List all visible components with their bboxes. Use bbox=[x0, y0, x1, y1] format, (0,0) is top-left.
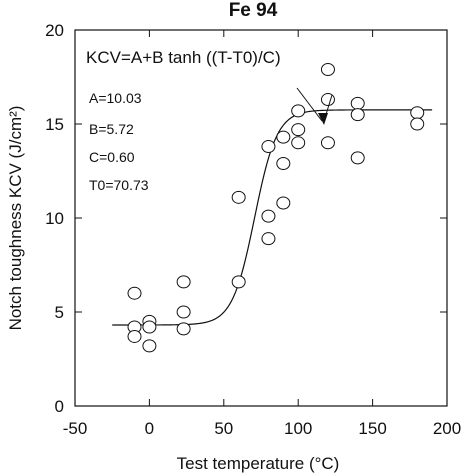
y-tick-label-2: 10 bbox=[45, 209, 64, 228]
x-tick-label-0: -50 bbox=[63, 419, 88, 438]
data-point-27 bbox=[410, 117, 425, 131]
x-tick-label-5: 200 bbox=[433, 419, 461, 438]
data-points bbox=[127, 62, 425, 353]
x-tick-label-3: 100 bbox=[284, 419, 312, 438]
data-point-7 bbox=[176, 305, 191, 319]
data-point-25 bbox=[350, 151, 365, 165]
plot-frame bbox=[74, 29, 448, 407]
x-axis-label: Test temperature (°C) bbox=[177, 454, 340, 473]
x-tick-label-1: 0 bbox=[145, 419, 154, 438]
data-point-20 bbox=[320, 62, 335, 76]
data-point-15 bbox=[276, 156, 291, 170]
y-axis-label: Notch toughness KCV (J/cm²) bbox=[6, 106, 25, 331]
data-point-12 bbox=[261, 209, 276, 223]
axis-tick-labels: -50 0 50 100 150 200 0 5 10 15 20 bbox=[45, 21, 461, 438]
data-point-18 bbox=[291, 123, 306, 137]
data-point-5 bbox=[142, 339, 157, 353]
x-tick-label-4: 150 bbox=[358, 419, 386, 438]
chart-title: Fe 94 bbox=[229, 0, 278, 21]
data-point-17 bbox=[291, 104, 306, 118]
data-point-19 bbox=[291, 136, 306, 150]
data-point-22 bbox=[320, 136, 335, 150]
data-point-4 bbox=[142, 320, 157, 334]
data-point-23 bbox=[350, 96, 365, 110]
y-tick-label-3: 15 bbox=[45, 115, 64, 134]
y-tick-label-4: 20 bbox=[45, 21, 64, 40]
data-point-2 bbox=[127, 329, 142, 343]
data-point-0 bbox=[127, 286, 142, 300]
data-point-10 bbox=[231, 275, 246, 289]
param-t0: T0=70.73 bbox=[89, 177, 149, 193]
data-point-14 bbox=[276, 130, 291, 144]
param-b: B=5.72 bbox=[89, 121, 134, 137]
param-a: A=10.03 bbox=[89, 90, 142, 106]
equation-annotation: KCV=A+B tanh ((T-T0)/C) bbox=[86, 48, 281, 67]
y-tick-label-1: 5 bbox=[55, 303, 64, 322]
data-point-9 bbox=[231, 190, 246, 204]
data-point-24 bbox=[350, 108, 365, 122]
axis-ticks bbox=[74, 29, 448, 407]
data-point-8 bbox=[176, 322, 191, 336]
data-point-11 bbox=[261, 140, 276, 154]
data-point-21 bbox=[320, 93, 335, 107]
data-point-16 bbox=[276, 196, 291, 210]
arrow-annotation bbox=[296, 87, 333, 125]
x-tick-label-2: 50 bbox=[214, 419, 233, 438]
param-c: C=0.60 bbox=[89, 149, 135, 165]
data-point-26 bbox=[410, 106, 425, 120]
data-point-6 bbox=[176, 275, 191, 289]
y-tick-label-0: 0 bbox=[55, 397, 64, 416]
data-point-13 bbox=[261, 232, 276, 246]
